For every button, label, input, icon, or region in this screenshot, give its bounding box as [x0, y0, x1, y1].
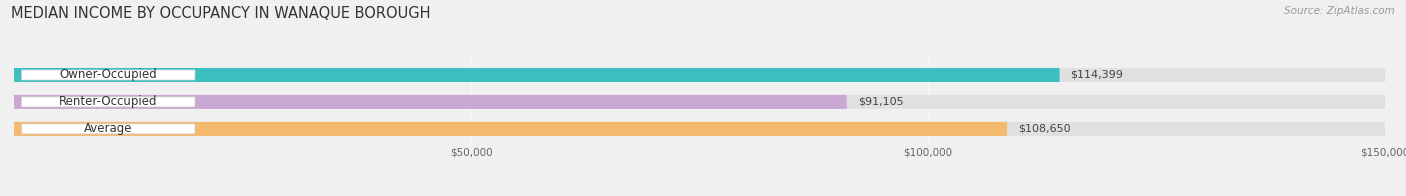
FancyBboxPatch shape	[14, 95, 846, 109]
Text: MEDIAN INCOME BY OCCUPANCY IN WANAQUE BOROUGH: MEDIAN INCOME BY OCCUPANCY IN WANAQUE BO…	[11, 6, 430, 21]
FancyBboxPatch shape	[14, 122, 1007, 136]
Text: Source: ZipAtlas.com: Source: ZipAtlas.com	[1284, 6, 1395, 16]
Text: Owner-Occupied: Owner-Occupied	[59, 68, 157, 82]
Text: $91,105: $91,105	[858, 97, 903, 107]
Text: $114,399: $114,399	[1070, 70, 1123, 80]
Text: Renter-Occupied: Renter-Occupied	[59, 95, 157, 108]
Text: Average: Average	[84, 122, 132, 135]
FancyBboxPatch shape	[21, 124, 195, 134]
FancyBboxPatch shape	[21, 97, 195, 107]
FancyBboxPatch shape	[14, 122, 1385, 136]
FancyBboxPatch shape	[14, 68, 1385, 82]
FancyBboxPatch shape	[14, 68, 1060, 82]
FancyBboxPatch shape	[14, 95, 1385, 109]
Text: $108,650: $108,650	[1018, 124, 1070, 134]
FancyBboxPatch shape	[21, 70, 195, 80]
